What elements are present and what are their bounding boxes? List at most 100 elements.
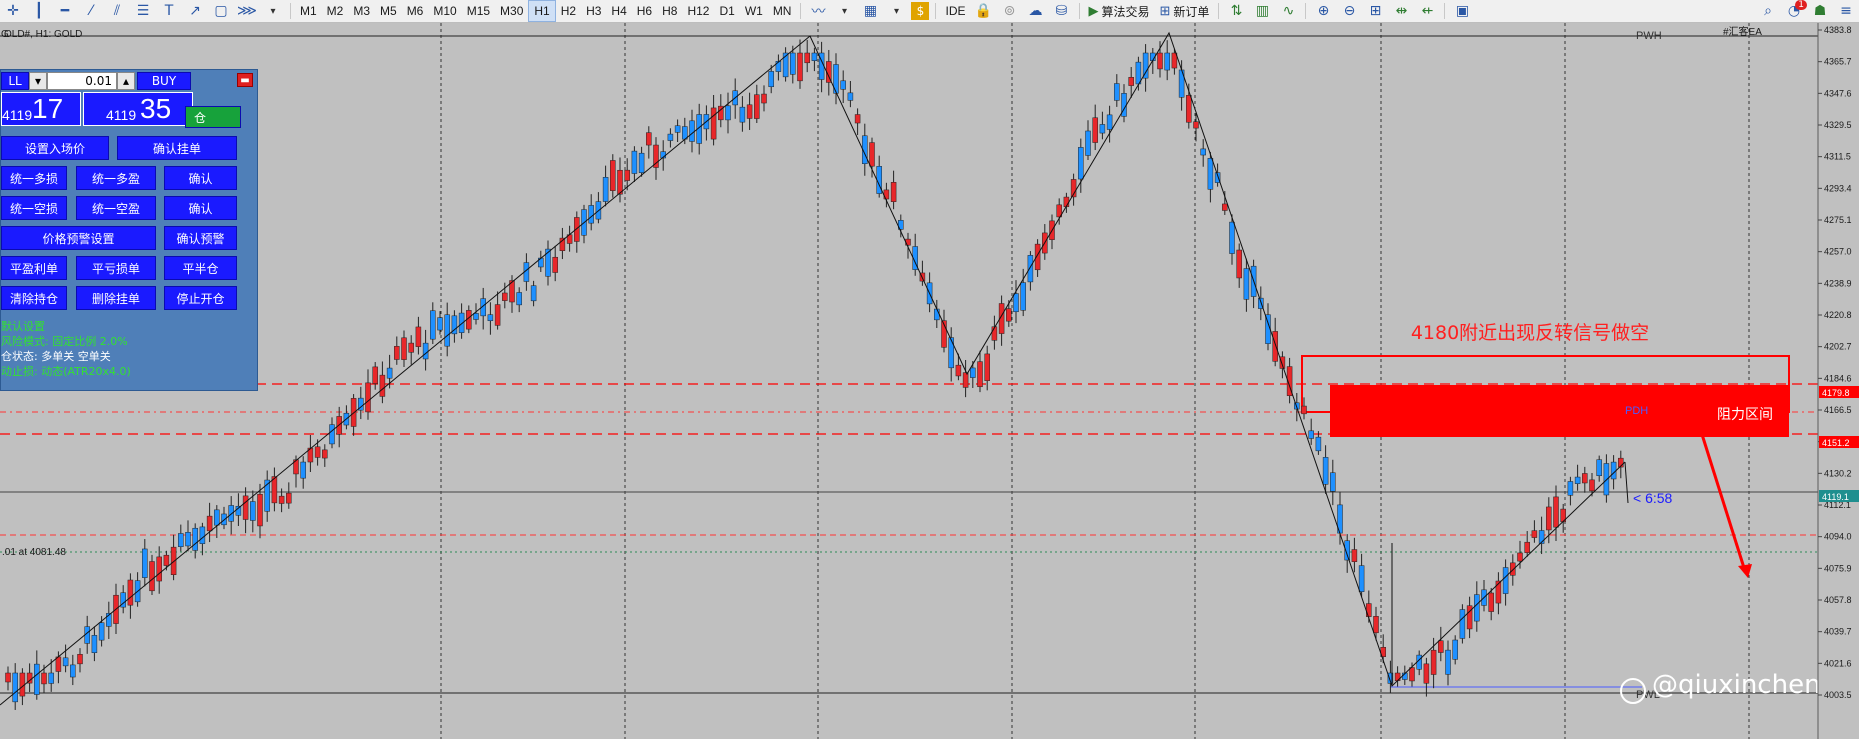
annotation-rectangle[interactable]	[1301, 355, 1790, 413]
menu-icon[interactable]: ≡	[1840, 3, 1852, 19]
price-tick-label: 4257.0	[1824, 247, 1852, 257]
tab-h6[interactable]: H6	[636, 4, 653, 18]
rectangle-icon[interactable]: ▢	[214, 3, 228, 19]
chevron-down-icon[interactable]: ▾	[270, 5, 276, 17]
bear-candle	[1452, 639, 1458, 660]
new-order-button[interactable]: ⊞ 新订单	[1155, 3, 1215, 20]
vertical-line-icon[interactable]: ┃	[34, 3, 44, 19]
lock-icon[interactable]: 🔒	[974, 3, 993, 19]
unified-short-tp-button[interactable]: 统一空盈	[76, 196, 156, 220]
level-note: .01 at 4081.48	[2, 547, 66, 558]
close-position-button[interactable]: 仓	[185, 106, 241, 128]
search-icon[interactable]: ⌕	[1764, 3, 1772, 19]
objects-icon[interactable]: ⋙	[237, 3, 257, 19]
unified-long-sl-button[interactable]: 统一多损	[1, 166, 67, 190]
tab-m15[interactable]: M15	[466, 4, 491, 18]
tab-h12[interactable]: H12	[687, 4, 710, 18]
trendline-icon[interactable]: ⁄	[89, 3, 93, 19]
close-half-button[interactable]: 平半仓	[164, 256, 237, 280]
bull-candle	[55, 656, 62, 672]
vps-icon[interactable]: ⛁	[1055, 3, 1068, 19]
bid-price-box[interactable]: 4119 17	[1, 92, 81, 126]
signal-icon[interactable]: ⊚	[1003, 3, 1016, 19]
algo-trading-button[interactable]: ▶ 算法交易	[1084, 3, 1155, 20]
confirm-short-button[interactable]: 确认	[164, 196, 237, 220]
tab-m30[interactable]: M30	[500, 4, 524, 18]
tab-m2[interactable]: M2	[326, 4, 344, 18]
grid-icon[interactable]: ⊞	[1369, 3, 1382, 19]
chevron-down-icon[interactable]: ▾	[841, 5, 847, 17]
screenshot-icon[interactable]: ▣	[1455, 3, 1470, 19]
tab-m3[interactable]: M3	[353, 4, 371, 18]
bull-candle	[271, 476, 278, 504]
lower-red-tag-text: 4151.2	[1822, 438, 1850, 448]
confirm-alert-button[interactable]: 确认预警	[164, 226, 237, 250]
clear-positions-button[interactable]: 清除持仓	[1, 286, 67, 310]
channel-icon[interactable]: ⫽	[113, 3, 121, 19]
chart-shift-icon[interactable]: ⇹	[1395, 3, 1408, 19]
bull-candle	[401, 337, 407, 360]
confirm-pending-button[interactable]: 确认挂单	[117, 136, 237, 160]
zoom-in-icon[interactable]: ⊕	[1317, 3, 1330, 19]
notifications-icon[interactable]: ◔ 1	[1783, 0, 1807, 21]
bull-candle	[509, 280, 515, 303]
price-chart[interactable]: 4180附近出现反转信号做空 阻力区间 PWH PWL PDH < 6:58 .…	[0, 23, 1859, 739]
dollar-icon[interactable]: $	[911, 2, 930, 20]
account-icon[interactable]: ☗	[1813, 3, 1827, 19]
close-profit-button[interactable]: 平盈利单	[1, 256, 67, 280]
tab-h4[interactable]: H4	[611, 4, 627, 18]
close-panel-button[interactable]: ▬	[237, 73, 253, 87]
unified-short-sl-button[interactable]: 统一空损	[1, 196, 67, 220]
bear-candle	[775, 61, 782, 72]
tab-m1[interactable]: M1	[300, 4, 317, 18]
bull-candle	[1286, 366, 1293, 396]
ide-button[interactable]: IDE	[945, 4, 966, 18]
bear-candle	[386, 367, 393, 379]
unified-long-tp-button[interactable]: 统一多盈	[76, 166, 156, 190]
candle-chart-icon[interactable]: ∿	[1282, 3, 1295, 19]
indicators-icon[interactable]: ▦	[863, 3, 878, 19]
crosshair-icon[interactable]: ✛	[7, 3, 19, 19]
horizontal-line-icon[interactable]: ━	[60, 3, 70, 19]
zoom-out-icon[interactable]: ⊖	[1343, 3, 1356, 19]
lot-up-button[interactable]: ▴	[117, 72, 135, 90]
price-alert-settings-button[interactable]: 价格预警设置	[1, 226, 156, 250]
tab-h2[interactable]: H2	[560, 4, 577, 18]
cloud-icon[interactable]: ☁	[1028, 3, 1043, 19]
chart-window[interactable]: 4180附近出现反转信号做空 阻力区间 PWH PWL PDH < 6:58 .…	[0, 23, 1859, 739]
ask-price-box[interactable]: 4119 35	[83, 92, 193, 126]
tab-mn[interactable]: MN	[772, 4, 792, 18]
line-chart-icon[interactable]: 〰	[811, 4, 826, 20]
vertical-separators	[440, 23, 1750, 739]
text-icon[interactable]: T	[164, 3, 174, 19]
bear-candle	[782, 52, 789, 78]
fibonacci-icon[interactable]: ☰	[136, 3, 150, 19]
autoscroll-icon[interactable]: ⇷	[1421, 3, 1434, 19]
tab-m5[interactable]: M5	[380, 4, 397, 18]
tab-d1[interactable]: D1	[719, 4, 735, 18]
depth-icon[interactable]: ⇅	[1230, 3, 1243, 19]
close-loss-button[interactable]: 平亏损单	[76, 256, 156, 280]
delete-pending-button[interactable]: 删除挂单	[76, 286, 156, 310]
bull-candle	[1351, 549, 1358, 562]
confirm-long-button[interactable]: 确认	[164, 166, 237, 190]
tab-h8[interactable]: H8	[662, 4, 678, 18]
tab-h1[interactable]: H1	[528, 0, 556, 22]
arrow-icon[interactable]: ↗	[189, 3, 201, 19]
tab-h3[interactable]: H3	[586, 4, 602, 18]
lot-input[interactable]: 0.01	[47, 72, 117, 90]
tab-w1[interactable]: W1	[744, 4, 763, 18]
buy-button[interactable]: BUY	[137, 72, 191, 90]
stop-opening-button[interactable]: 停止开仓	[164, 286, 237, 310]
lot-down-button[interactable]: ▾	[29, 72, 47, 90]
bull-candle	[293, 459, 299, 475]
bear-candle	[1538, 530, 1545, 544]
bull-candle	[955, 364, 962, 377]
tab-m6[interactable]: M6	[406, 4, 424, 18]
price-axis[interactable]	[1818, 23, 1859, 739]
set-entry-price-button[interactable]: 设置入场价	[1, 136, 109, 160]
tab-m10[interactable]: M10	[433, 4, 457, 18]
chevron-down-icon[interactable]: ▾	[893, 5, 899, 17]
bar-chart-icon[interactable]: ▥	[1255, 3, 1270, 19]
sell-button[interactable]: LL	[1, 72, 29, 90]
